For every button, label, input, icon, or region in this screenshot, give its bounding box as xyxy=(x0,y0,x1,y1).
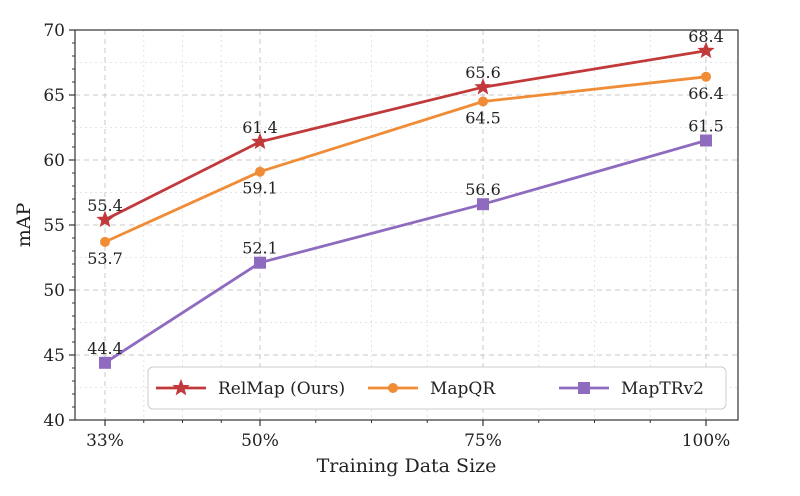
y-tick-label: 55 xyxy=(43,216,65,236)
legend-entry: MapTRv2 xyxy=(559,379,704,399)
x-axis: 33% 50% 75% 100% xyxy=(86,420,730,451)
legend-marker xyxy=(172,378,190,396)
legend-label: MapTRv2 xyxy=(621,379,704,399)
data-point xyxy=(697,41,715,59)
legend-marker xyxy=(578,382,590,394)
legend-marker xyxy=(388,383,398,393)
data-label: 61.4 xyxy=(242,118,278,137)
y-tick-label: 65 xyxy=(43,86,65,106)
series-relmap-ours: 55.4 61.4 65.6 68.4 xyxy=(87,27,724,228)
data-point xyxy=(96,210,114,228)
y-tick-label: 70 xyxy=(43,21,65,41)
legend-label: MapQR xyxy=(430,379,496,399)
data-label: 44.4 xyxy=(87,339,123,358)
data-point xyxy=(701,71,711,82)
data-label: 66.4 xyxy=(688,84,724,103)
data-label: 65.6 xyxy=(465,63,501,82)
data-label: 64.5 xyxy=(465,109,501,128)
y-tick-label: 40 xyxy=(43,411,65,431)
x-tick-label: 33% xyxy=(86,431,124,451)
series-line xyxy=(104,49,707,222)
data-point xyxy=(100,236,110,247)
data-point xyxy=(99,356,111,369)
x-tick-label: 75% xyxy=(464,431,502,451)
data-label: 61.5 xyxy=(688,117,724,136)
data-label: 55.4 xyxy=(87,196,123,215)
y-tick-label: 45 xyxy=(43,346,65,366)
data-point xyxy=(254,256,266,269)
y-tick-label: 50 xyxy=(43,281,65,301)
data-label: 53.7 xyxy=(87,249,123,268)
data-label: 56.6 xyxy=(465,180,501,199)
legend-entry: MapQR xyxy=(368,379,496,399)
y-tick-label: 60 xyxy=(43,151,65,171)
data-point xyxy=(474,78,492,95)
legend-entry: RelMap (Ours) xyxy=(156,378,345,399)
x-tick-label: 50% xyxy=(241,431,279,451)
data-point xyxy=(700,134,712,147)
data-point xyxy=(251,132,269,150)
series-maptrv2: 44.4 52.1 56.6 61.5 xyxy=(87,117,724,369)
data-label: 68.4 xyxy=(688,27,724,46)
series-line xyxy=(104,75,707,244)
series-mapqr: 53.7 59.1 64.5 66.4 xyxy=(87,71,724,268)
series-group: 55.4 61.4 65.6 68.4 53.7 59.1 64.5 66.4 44.4 52.1… xyxy=(87,27,724,369)
data-point xyxy=(477,198,489,211)
legend-label: RelMap (Ours) xyxy=(218,379,345,399)
legend-box xyxy=(147,366,727,410)
data-label: 52.1 xyxy=(242,239,278,258)
legend: RelMap (Ours) MapQR MapTRv2 xyxy=(147,366,727,410)
x-axis-label: Training Data Size xyxy=(317,455,497,477)
data-point xyxy=(478,96,488,107)
series-line xyxy=(104,139,707,364)
data-label: 59.1 xyxy=(242,179,278,198)
x-tick-label: 100% xyxy=(682,431,731,451)
y-axis-label: mAP xyxy=(13,203,35,248)
data-point xyxy=(255,166,265,177)
y-axis: 40 45 50 55 60 65 70 xyxy=(43,21,75,431)
